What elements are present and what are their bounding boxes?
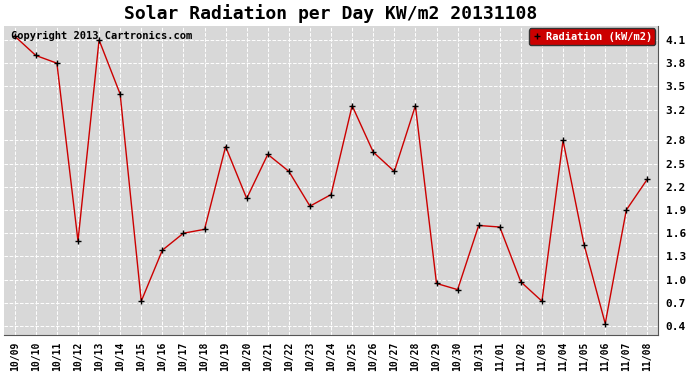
Radiation (kW/m2) [200,227,208,232]
Radiation (kW/m2) [411,104,420,108]
Radiation (kW/m2) [74,238,82,243]
Radiation (kW/m2) [538,299,546,303]
Radiation (kW/m2) [95,38,104,42]
Radiation (kW/m2) [622,208,631,212]
Radiation (kW/m2) [32,53,40,58]
Line: Radiation (kW/m2): Radiation (kW/m2) [12,33,650,326]
Radiation (kW/m2) [369,150,377,154]
Radiation (kW/m2) [285,169,293,174]
Radiation (kW/m2) [580,243,589,247]
Title: Solar Radiation per Day KW/m2 20131108: Solar Radiation per Day KW/m2 20131108 [124,4,538,23]
Radiation (kW/m2) [559,138,567,143]
Radiation (kW/m2) [643,177,651,182]
Radiation (kW/m2) [10,34,19,38]
Radiation (kW/m2) [179,231,188,236]
Legend: Radiation (kW/m2): Radiation (kW/m2) [529,28,656,45]
Radiation (kW/m2) [158,248,166,252]
Radiation (kW/m2) [390,169,398,174]
Radiation (kW/m2) [433,281,441,286]
Radiation (kW/m2) [116,92,124,96]
Radiation (kW/m2) [495,225,504,229]
Radiation (kW/m2) [243,196,251,201]
Radiation (kW/m2) [221,144,230,149]
Radiation (kW/m2) [137,299,146,303]
Radiation (kW/m2) [348,104,356,108]
Radiation (kW/m2) [601,321,609,326]
Radiation (kW/m2) [327,192,335,197]
Radiation (kW/m2) [264,152,272,157]
Radiation (kW/m2) [52,61,61,66]
Radiation (kW/m2) [475,223,483,228]
Radiation (kW/m2) [517,280,525,284]
Radiation (kW/m2) [306,204,314,209]
Radiation (kW/m2) [453,287,462,292]
Text: Copyright 2013 Cartronics.com: Copyright 2013 Cartronics.com [11,31,192,41]
